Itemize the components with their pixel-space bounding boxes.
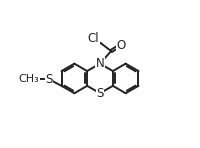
Text: S: S — [96, 87, 104, 100]
Text: S: S — [45, 73, 53, 86]
Text: N: N — [96, 57, 104, 70]
Text: O: O — [116, 39, 125, 52]
Text: CH₃: CH₃ — [19, 74, 39, 84]
Text: Cl: Cl — [88, 32, 99, 45]
